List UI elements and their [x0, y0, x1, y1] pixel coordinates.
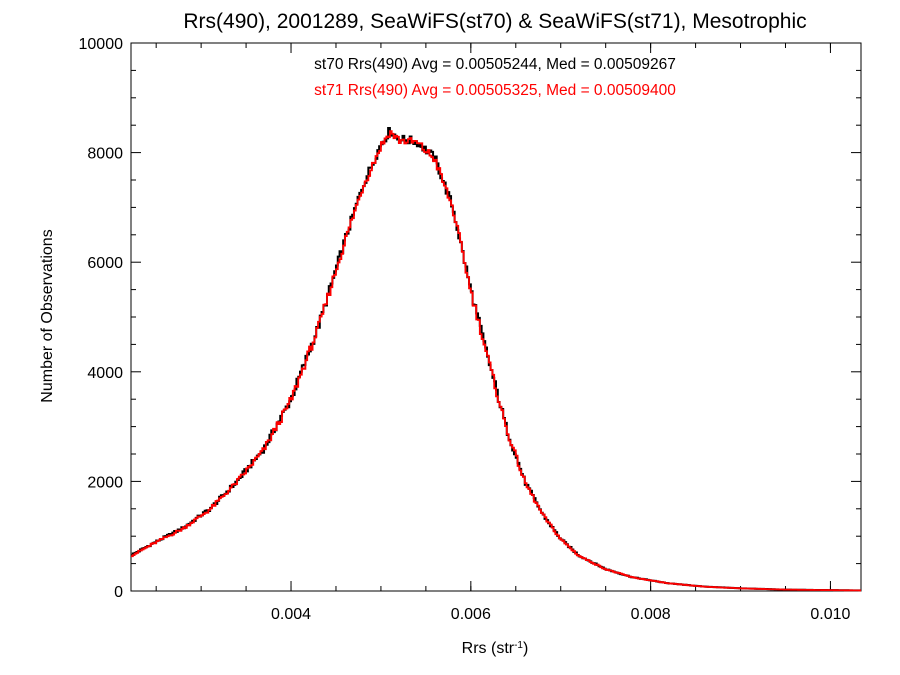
y-tick-label: 4000 — [87, 365, 123, 382]
x-tick-label: 0.006 — [451, 606, 491, 623]
x-tick-label: 0.004 — [271, 606, 311, 623]
x-tick-label: 0.010 — [810, 606, 850, 623]
series-layer — [131, 127, 861, 592]
plot-frame — [130, 42, 862, 592]
x-axis-label-close: ) — [523, 640, 528, 657]
y-axis-label: Number of Observations — [39, 229, 56, 402]
x-axis-ticks: 0.004 0.006 0.008 0.010 — [155, 43, 851, 623]
plot-border — [130, 42, 862, 592]
y-tick-label: 8000 — [87, 146, 123, 163]
y-tick-label: 10000 — [79, 36, 124, 53]
annotation-st71-stats: st71 Rrs(490) Avg = 0.00505325, Med = 0.… — [314, 82, 676, 99]
x-axis-label: Rrs (str-1) — [462, 640, 529, 658]
series-st70-line — [131, 127, 861, 592]
chart-title: Rrs(490), 2001289, SeaWiFS(st70) & SeaWi… — [183, 10, 806, 33]
y-axis-ticks: 0 2000 4000 6000 8000 10000 — [79, 36, 861, 601]
y-tick-label: 2000 — [87, 474, 123, 491]
series-st71-line — [131, 130, 861, 592]
x-axis-label-superscript: -1 — [514, 640, 523, 651]
y-tick-label: 6000 — [87, 255, 123, 272]
annotation-st70-stats: st70 Rrs(490) Avg = 0.00505244, Med = 0.… — [314, 56, 676, 73]
y-tick-label: 0 — [114, 584, 123, 601]
x-tick-label: 0.008 — [631, 606, 671, 623]
x-axis-label-main: Rrs (str — [462, 640, 515, 657]
